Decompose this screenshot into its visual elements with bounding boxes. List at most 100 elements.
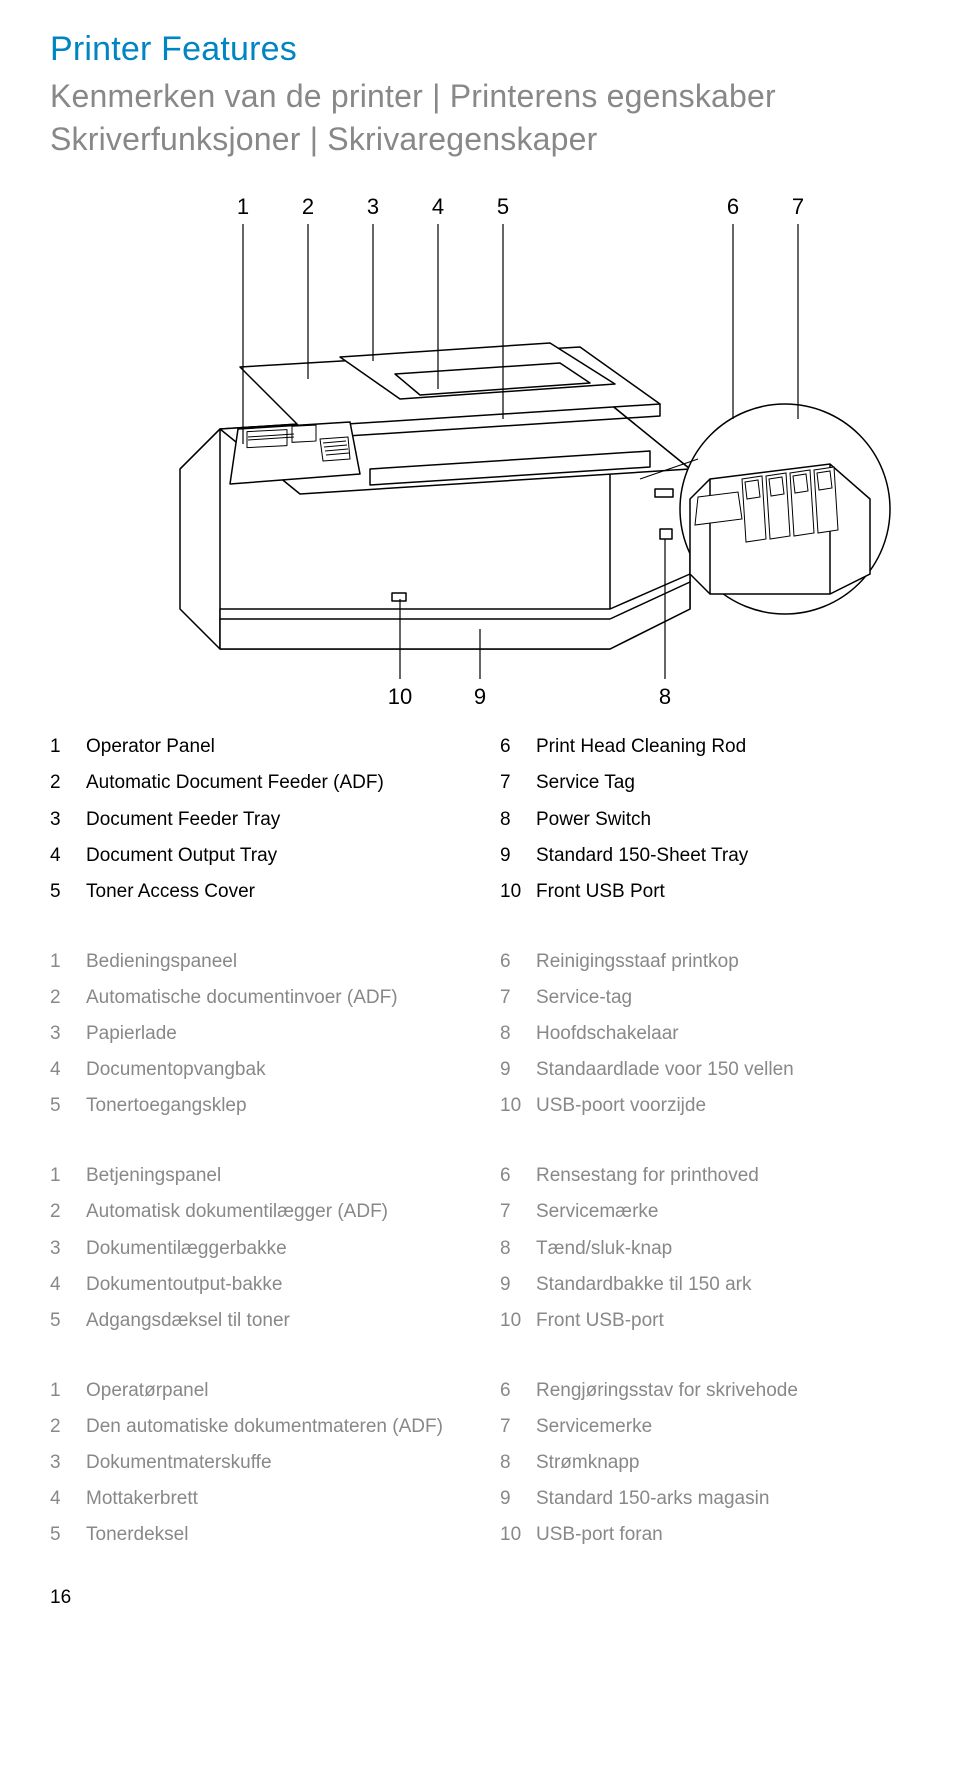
legend-row: 5Tonerdeksel xyxy=(50,1517,460,1553)
legend-number: 3 xyxy=(50,802,86,838)
legend-number: 10 xyxy=(500,1517,536,1553)
legend-number: 5 xyxy=(50,1303,86,1339)
legend-row: 3Document Feeder Tray xyxy=(50,802,460,838)
legend-row: 7Service Tag xyxy=(500,765,910,801)
legend-label: Service-tag xyxy=(536,980,632,1016)
legend-label: Front USB-port xyxy=(536,1303,664,1339)
legend-row: 8Tænd/sluk-knap xyxy=(500,1231,910,1267)
legend-label: Servicemærke xyxy=(536,1194,658,1230)
legend-number: 9 xyxy=(500,1481,536,1517)
legend-row: 8Power Switch xyxy=(500,802,910,838)
legend-row: 3Dokumentilæggerbakke xyxy=(50,1231,460,1267)
legend-en: 1Operator Panel2Automatic Document Feede… xyxy=(50,729,910,909)
printer-diagram: 1 2 3 4 5 6 7 10 9 8 xyxy=(50,179,910,709)
legend-da-right: 6Rensestang for printhoved7Servicemærke8… xyxy=(500,1158,910,1338)
legend-number: 4 xyxy=(50,1267,86,1303)
legend-label: Dokumentmaterskuffe xyxy=(86,1445,272,1481)
diagram-label-9: 9 xyxy=(474,684,486,709)
legend-row: 9Standard 150-arks magasin xyxy=(500,1481,910,1517)
legend-row: 10Front USB Port xyxy=(500,874,910,910)
legend-number: 9 xyxy=(500,1267,536,1303)
legend-label: Operatørpanel xyxy=(86,1373,209,1409)
legend-label: Document Output Tray xyxy=(86,838,277,874)
legend-row: 6Rensestang for printhoved xyxy=(500,1158,910,1194)
legend-label: Tonertoegangsklep xyxy=(86,1088,247,1124)
legend-label: Hoofdschakelaar xyxy=(536,1016,679,1052)
legend-row: 8Hoofdschakelaar xyxy=(500,1016,910,1052)
legend-label: Den automatiske dokumentmateren (ADF) xyxy=(86,1409,443,1445)
legend-row: 6Print Head Cleaning Rod xyxy=(500,729,910,765)
legend-en-left: 1Operator Panel2Automatic Document Feede… xyxy=(50,729,460,909)
legend-label: Dokumentilæggerbakke xyxy=(86,1231,287,1267)
legend-row: 1Bedieningspaneel xyxy=(50,944,460,980)
legend-row: 1Operator Panel xyxy=(50,729,460,765)
legend-no: 1Operatørpanel2Den automatiske dokumentm… xyxy=(50,1373,910,1553)
legend-row: 6Reinigingsstaaf printkop xyxy=(500,944,910,980)
legend-label: Standard 150-Sheet Tray xyxy=(536,838,748,874)
legend-row: 5Adgangsdæksel til toner xyxy=(50,1303,460,1339)
legend-number: 9 xyxy=(500,1052,536,1088)
diagram-label-4: 4 xyxy=(432,194,444,219)
legend-en-right: 6Print Head Cleaning Rod7Service Tag8Pow… xyxy=(500,729,910,909)
legend-row: 2Automatische documentinvoer (ADF) xyxy=(50,980,460,1016)
legend-row: 2Automatisk dokumentilægger (ADF) xyxy=(50,1194,460,1230)
legend-row: 4Document Output Tray xyxy=(50,838,460,874)
subtitle-line-2: Skriverfunksjoner | Skrivaregenskaper xyxy=(50,121,598,157)
diagram-label-5: 5 xyxy=(497,194,509,219)
legend-label: Standardbakke til 150 ark xyxy=(536,1267,751,1303)
diagram-label-1: 1 xyxy=(237,194,249,219)
legend-row: 2Den automatiske dokumentmateren (ADF) xyxy=(50,1409,460,1445)
legend-label: Betjeningspanel xyxy=(86,1158,221,1194)
legend-nl-left: 1Bedieningspaneel2Automatische documenti… xyxy=(50,944,460,1124)
legend-number: 2 xyxy=(50,980,86,1016)
legend-number: 7 xyxy=(500,1194,536,1230)
legend-row: 5Tonertoegangsklep xyxy=(50,1088,460,1124)
diagram-label-2: 2 xyxy=(302,194,314,219)
legend-label: Front USB Port xyxy=(536,874,665,910)
legend-nl-right: 6Reinigingsstaaf printkop7Service-tag8Ho… xyxy=(500,944,910,1124)
legend-label: USB-port foran xyxy=(536,1517,663,1553)
legend-label: Documentopvangbak xyxy=(86,1052,266,1088)
legend-number: 7 xyxy=(500,980,536,1016)
legend-label: Tænd/sluk-knap xyxy=(536,1231,672,1267)
legend-label: Automatische documentinvoer (ADF) xyxy=(86,980,398,1016)
legend-number: 7 xyxy=(500,765,536,801)
legend-no-right: 6Rengjøringsstav for skrivehode7Servicem… xyxy=(500,1373,910,1553)
legend-label: Automatisk dokumentilægger (ADF) xyxy=(86,1194,388,1230)
legend-number: 1 xyxy=(50,944,86,980)
legend-label: Adgangsdæksel til toner xyxy=(86,1303,290,1339)
legend-da-left: 1Betjeningspanel2Automatisk dokumentilæg… xyxy=(50,1158,460,1338)
legend-number: 5 xyxy=(50,1088,86,1124)
legend-number: 4 xyxy=(50,838,86,874)
legend-label: Dokumentoutput-bakke xyxy=(86,1267,282,1303)
legend-row: 2Automatic Document Feeder (ADF) xyxy=(50,765,460,801)
legend-number: 10 xyxy=(500,1303,536,1339)
legend-row: 9Standaardlade voor 150 vellen xyxy=(500,1052,910,1088)
legend-number: 9 xyxy=(500,838,536,874)
legend-row: 9Standardbakke til 150 ark xyxy=(500,1267,910,1303)
legend-row: 4Dokumentoutput-bakke xyxy=(50,1267,460,1303)
legend-row: 1Betjeningspanel xyxy=(50,1158,460,1194)
legend-row: 9Standard 150-Sheet Tray xyxy=(500,838,910,874)
legend-row: 7Service-tag xyxy=(500,980,910,1016)
page-number: 16 xyxy=(50,1587,910,1609)
legend-label: Standard 150-arks magasin xyxy=(536,1481,769,1517)
page-subtitle: Kenmerken van de printer | Printerens eg… xyxy=(50,75,910,161)
legend-label: Print Head Cleaning Rod xyxy=(536,729,746,765)
legend-row: 3Papierlade xyxy=(50,1016,460,1052)
diagram-label-10: 10 xyxy=(388,684,412,709)
legend-row: 7Servicemærke xyxy=(500,1194,910,1230)
legend-number: 3 xyxy=(50,1231,86,1267)
legend-number: 6 xyxy=(500,1158,536,1194)
legend-label: Strømknapp xyxy=(536,1445,639,1481)
legend-number: 5 xyxy=(50,874,86,910)
legend-row: 8Strømknapp xyxy=(500,1445,910,1481)
diagram-label-3: 3 xyxy=(367,194,379,219)
legend-number: 2 xyxy=(50,1409,86,1445)
legend-row: 10USB-poort voorzijde xyxy=(500,1088,910,1124)
legend-number: 5 xyxy=(50,1517,86,1553)
legend-label: Papierlade xyxy=(86,1016,177,1052)
legend-row: 1Operatørpanel xyxy=(50,1373,460,1409)
diagram-label-7: 7 xyxy=(792,194,804,219)
legend-da: 1Betjeningspanel2Automatisk dokumentilæg… xyxy=(50,1158,910,1338)
